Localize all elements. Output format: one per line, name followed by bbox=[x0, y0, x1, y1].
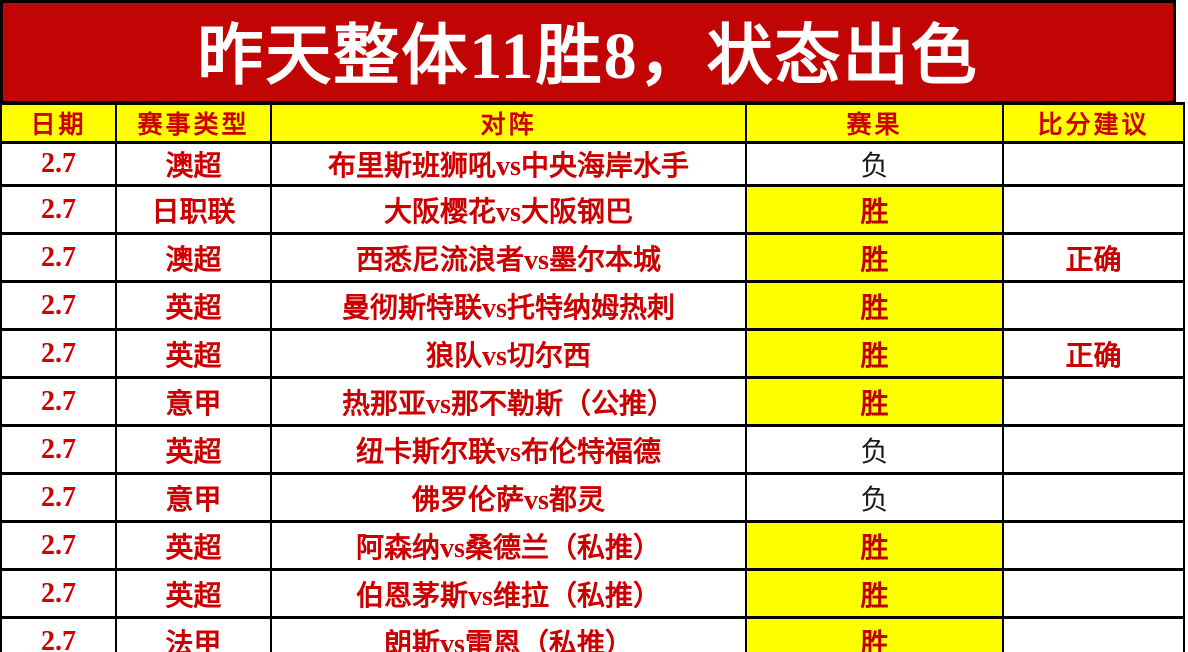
cell-match: 布里斯班狮吼vs中央海岸水手 bbox=[270, 141, 747, 187]
cell-suggestion bbox=[1002, 616, 1185, 652]
cell-suggestion bbox=[1002, 280, 1185, 331]
cell-league: 日职联 bbox=[115, 184, 272, 235]
cell-result: 负 bbox=[745, 424, 1004, 475]
cell-suggestion: 正确 bbox=[1002, 328, 1185, 379]
cell-result: 胜 bbox=[745, 328, 1004, 379]
cell-league: 英超 bbox=[115, 520, 272, 571]
cell-date: 2.7 bbox=[0, 616, 117, 652]
title-banner: 昨天整体11胜8，状态出色 bbox=[0, 0, 1176, 104]
cell-result: 胜 bbox=[745, 520, 1004, 571]
cell-date: 2.7 bbox=[0, 424, 117, 475]
cell-suggestion bbox=[1002, 424, 1185, 475]
cell-date: 2.7 bbox=[0, 472, 117, 523]
cell-result: 胜 bbox=[745, 280, 1004, 331]
cell-date: 2.7 bbox=[0, 520, 117, 571]
cell-date: 2.7 bbox=[0, 568, 117, 619]
cell-result: 胜 bbox=[745, 232, 1004, 283]
cell-result: 负 bbox=[745, 472, 1004, 523]
table-row: 2.7 英超 曼彻斯特联vs托特纳姆热刺 胜 bbox=[0, 280, 1185, 331]
cell-league: 法甲 bbox=[115, 616, 272, 652]
cell-result: 胜 bbox=[745, 184, 1004, 235]
cell-date: 2.7 bbox=[0, 184, 117, 235]
cell-suggestion bbox=[1002, 184, 1185, 235]
page-title: 昨天整体11胜8，状态出色 bbox=[197, 20, 979, 93]
cell-league: 澳超 bbox=[115, 232, 272, 283]
cell-match: 热那亚vs那不勒斯（公推） bbox=[270, 376, 747, 427]
column-header-suggestion: 比分建议 bbox=[1002, 102, 1185, 144]
cell-date: 2.7 bbox=[0, 280, 117, 331]
cell-league: 意甲 bbox=[115, 376, 272, 427]
cell-suggestion bbox=[1002, 568, 1185, 619]
table-row: 2.7 澳超 西悉尼流浪者vs墨尔本城 胜 正确 bbox=[0, 232, 1185, 283]
table-row: 2.7 意甲 热那亚vs那不勒斯（公推） 胜 bbox=[0, 376, 1185, 427]
table-row: 2.7 澳超 布里斯班狮吼vs中央海岸水手 负 bbox=[0, 141, 1185, 187]
table-row: 2.7 英超 纽卡斯尔联vs布伦特福德 负 bbox=[0, 424, 1185, 475]
results-table: 日期 赛事类型 对阵 赛果 比分建议 2.7 澳超 布里斯班狮吼vs中央海岸水手… bbox=[0, 102, 1185, 652]
cell-date: 2.7 bbox=[0, 328, 117, 379]
column-header-league: 赛事类型 bbox=[115, 102, 272, 144]
cell-league: 意甲 bbox=[115, 472, 272, 523]
cell-match: 狼队vs切尔西 bbox=[270, 328, 747, 379]
cell-match: 曼彻斯特联vs托特纳姆热刺 bbox=[270, 280, 747, 331]
table-row: 2.7 日职联 大阪樱花vs大阪钢巴 胜 bbox=[0, 184, 1185, 235]
cell-date: 2.7 bbox=[0, 232, 117, 283]
table-row: 2.7 意甲 佛罗伦萨vs都灵 负 bbox=[0, 472, 1185, 523]
cell-result: 胜 bbox=[745, 568, 1004, 619]
cell-suggestion bbox=[1002, 376, 1185, 427]
results-table-body: 2.7 澳超 布里斯班狮吼vs中央海岸水手 负 2.7 日职联 大阪樱花vs大阪… bbox=[0, 141, 1185, 652]
cell-match: 纽卡斯尔联vs布伦特福德 bbox=[270, 424, 747, 475]
column-header-date: 日期 bbox=[0, 102, 117, 144]
cell-suggestion bbox=[1002, 472, 1185, 523]
cell-result: 胜 bbox=[745, 616, 1004, 652]
table-row: 2.7 英超 伯恩茅斯vs维拉（私推） 胜 bbox=[0, 568, 1185, 619]
cell-match: 大阪樱花vs大阪钢巴 bbox=[270, 184, 747, 235]
column-header-result: 赛果 bbox=[745, 102, 1004, 144]
cell-match: 阿森纳vs桑德兰（私推） bbox=[270, 520, 747, 571]
cell-league: 澳超 bbox=[115, 141, 272, 187]
table-row: 2.7 法甲 朗斯vs雷恩（私推） 胜 bbox=[0, 616, 1185, 652]
cell-league: 英超 bbox=[115, 280, 272, 331]
cell-suggestion: 正确 bbox=[1002, 232, 1185, 283]
cell-league: 英超 bbox=[115, 424, 272, 475]
column-header-match: 对阵 bbox=[270, 102, 747, 144]
cell-suggestion bbox=[1002, 520, 1185, 571]
cell-league: 英超 bbox=[115, 328, 272, 379]
cell-league: 英超 bbox=[115, 568, 272, 619]
cell-match: 朗斯vs雷恩（私推） bbox=[270, 616, 747, 652]
cell-result: 胜 bbox=[745, 376, 1004, 427]
header-row: 日期 赛事类型 对阵 赛果 比分建议 bbox=[0, 102, 1185, 144]
table-row: 2.7 英超 阿森纳vs桑德兰（私推） 胜 bbox=[0, 520, 1185, 571]
cell-match: 佛罗伦萨vs都灵 bbox=[270, 472, 747, 523]
cell-match: 西悉尼流浪者vs墨尔本城 bbox=[270, 232, 747, 283]
cell-suggestion bbox=[1002, 141, 1185, 187]
cell-result: 负 bbox=[745, 141, 1004, 187]
cell-match: 伯恩茅斯vs维拉（私推） bbox=[270, 568, 747, 619]
table-row: 2.7 英超 狼队vs切尔西 胜 正确 bbox=[0, 328, 1185, 379]
cell-date: 2.7 bbox=[0, 376, 117, 427]
cell-date: 2.7 bbox=[0, 141, 117, 187]
